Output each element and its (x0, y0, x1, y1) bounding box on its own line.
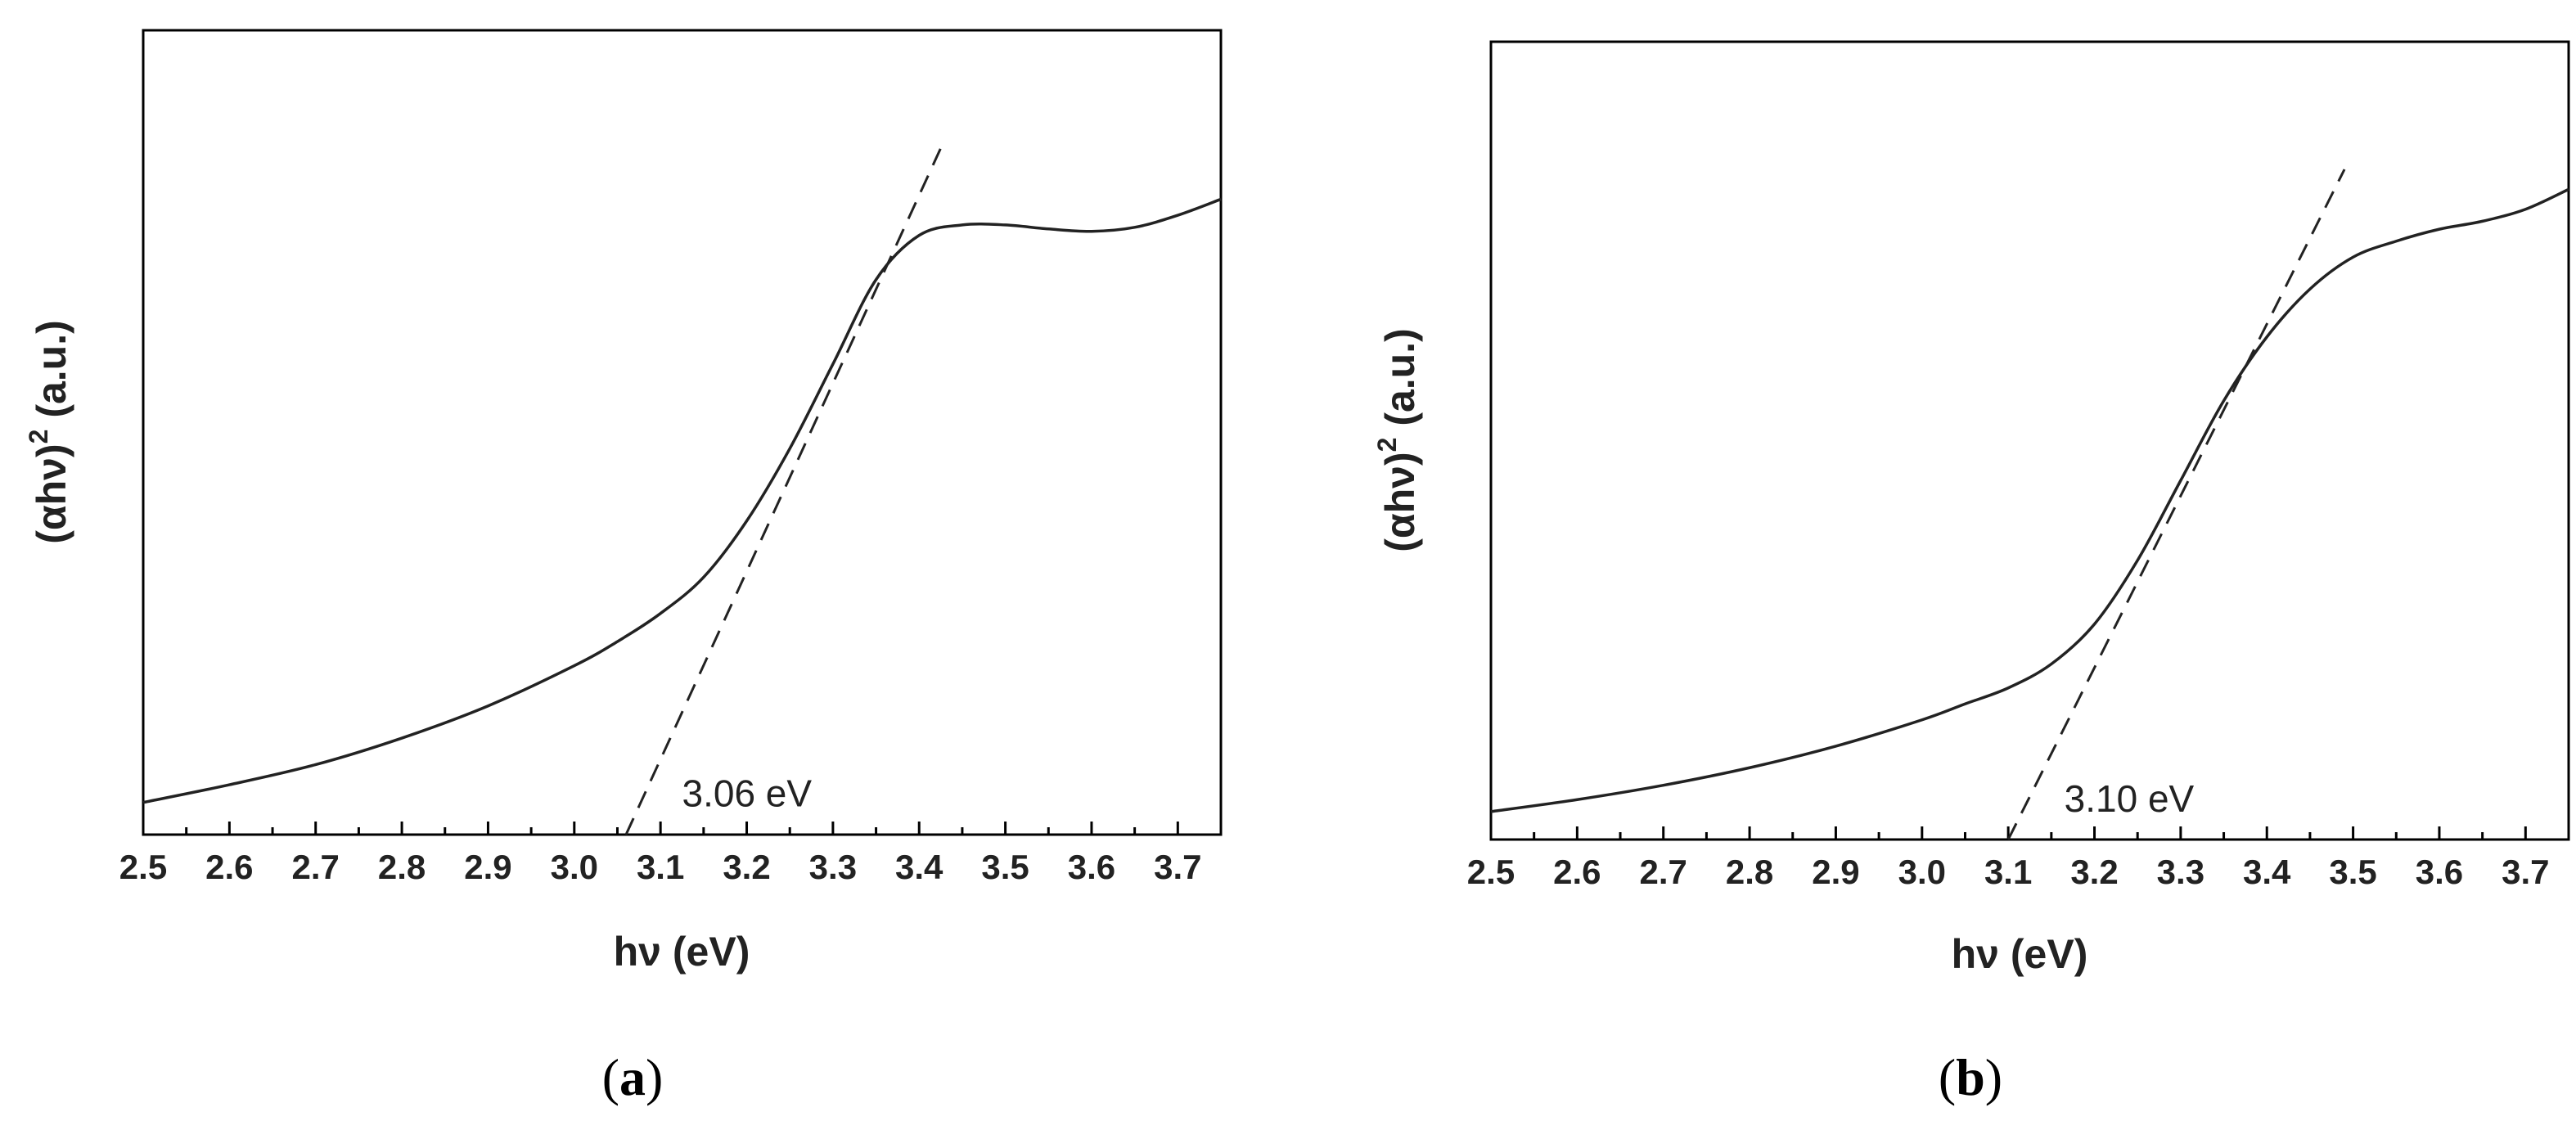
x-tick-label: 2.5 (1467, 853, 1515, 891)
x-tick-label: 3.3 (809, 848, 857, 886)
x-tick-label: 3.0 (1898, 853, 1946, 891)
y-axis-title: (αhν)2 (a.u.) (1372, 328, 1423, 552)
x-tick-label: 3.6 (2416, 853, 2463, 891)
y-axis-title-superscript: 2 (24, 430, 53, 444)
y-axis-title-superscript: 2 (1372, 438, 1402, 452)
x-tick-label: 3.6 (1068, 848, 1115, 886)
x-tick-label: 3.3 (2157, 853, 2204, 891)
y-axis-title-unit: (a.u.) (29, 320, 74, 429)
x-tick-label: 2.8 (1726, 853, 1773, 891)
panel-label-letter: a (619, 1048, 646, 1106)
absorption-curve (1490, 187, 2569, 813)
x-tick-label: 3.2 (2070, 853, 2118, 891)
plot-frame (1489, 40, 2570, 841)
x-tick-label: 3.2 (723, 848, 770, 886)
panel-label-open: ( (602, 1048, 619, 1106)
chart-panel-b: 2.5 2.6 2.7 2.8 2.9 3.0 3.1 3.2 3.3 3.4 3.5 3.6 3.7 … (1372, 40, 2570, 1106)
y-axis-title-unit: (a.u.) (1377, 328, 1423, 437)
x-tick-label: 3.1 (637, 848, 684, 886)
panel-label-letter: b (1956, 1048, 1985, 1106)
x-axis-tick-labels: 2.5 2.6 2.7 2.8 2.9 3.0 3.1 3.2 3.3 3.4 3.5 3.6 3.7 (1467, 853, 2550, 891)
x-axis-ticks (142, 822, 1179, 835)
x-tick-label: 2.8 (378, 848, 426, 886)
chart-panel-a: 2.5 2.6 2.7 2.8 2.9 3.0 3.1 3.2 3.3 3.4 3.5 3.6 3.7 … (24, 29, 1223, 1106)
x-axis-ticks (1489, 826, 2527, 840)
plot-frame (142, 29, 1223, 836)
series-layer (1490, 169, 2569, 840)
absorption-curve (142, 197, 1222, 804)
x-tick-label: 2.5 (119, 848, 167, 886)
band-gap-annotation: 3.06 eV (682, 772, 813, 815)
x-axis-tick-labels: 2.5 2.6 2.7 2.8 2.9 3.0 3.1 3.2 3.3 3.4 3.5 3.6 3.7 (119, 848, 1202, 886)
panel-label-open: ( (1939, 1048, 1956, 1106)
series-layer (142, 138, 1222, 835)
y-axis-title: (αhν)2 (a.u.) (24, 320, 74, 544)
panel-label-close: ) (1985, 1048, 2002, 1106)
x-tick-label: 2.7 (292, 848, 340, 886)
x-tick-label: 3.4 (2243, 853, 2291, 891)
panel-label: (a) (602, 1048, 664, 1106)
x-tick-label: 3.4 (895, 848, 943, 886)
y-axis-title-main: (αhν) (1377, 452, 1423, 551)
x-tick-label: 2.6 (205, 848, 253, 886)
band-gap-annotation: 3.10 eV (2065, 777, 2195, 820)
x-axis-title: hν (eV) (1952, 931, 2088, 977)
x-tick-label: 2.7 (1640, 853, 1687, 891)
x-tick-label: 2.9 (1812, 853, 1859, 891)
tangent-fit-line (2006, 169, 2346, 840)
x-tick-label: 3.0 (551, 848, 598, 886)
x-tick-label: 3.7 (1154, 848, 1201, 886)
x-tick-label: 3.7 (2502, 853, 2549, 891)
x-tick-label: 2.6 (1553, 853, 1601, 891)
tangent-fit-line (624, 138, 947, 835)
y-axis-title-main: (αhν) (29, 443, 74, 543)
annotation-layer: 3.06 eV (682, 772, 813, 815)
x-tick-label: 3.5 (2329, 853, 2376, 891)
panel-label-close: ) (646, 1048, 663, 1106)
annotation-layer: 3.10 eV (2065, 777, 2195, 820)
x-tick-label: 2.9 (464, 848, 511, 886)
x-tick-label: 3.5 (981, 848, 1029, 886)
x-tick-label: 3.1 (1984, 853, 2032, 891)
x-axis-title: hν (eV) (614, 929, 750, 975)
panel-label: (b) (1939, 1048, 2002, 1106)
